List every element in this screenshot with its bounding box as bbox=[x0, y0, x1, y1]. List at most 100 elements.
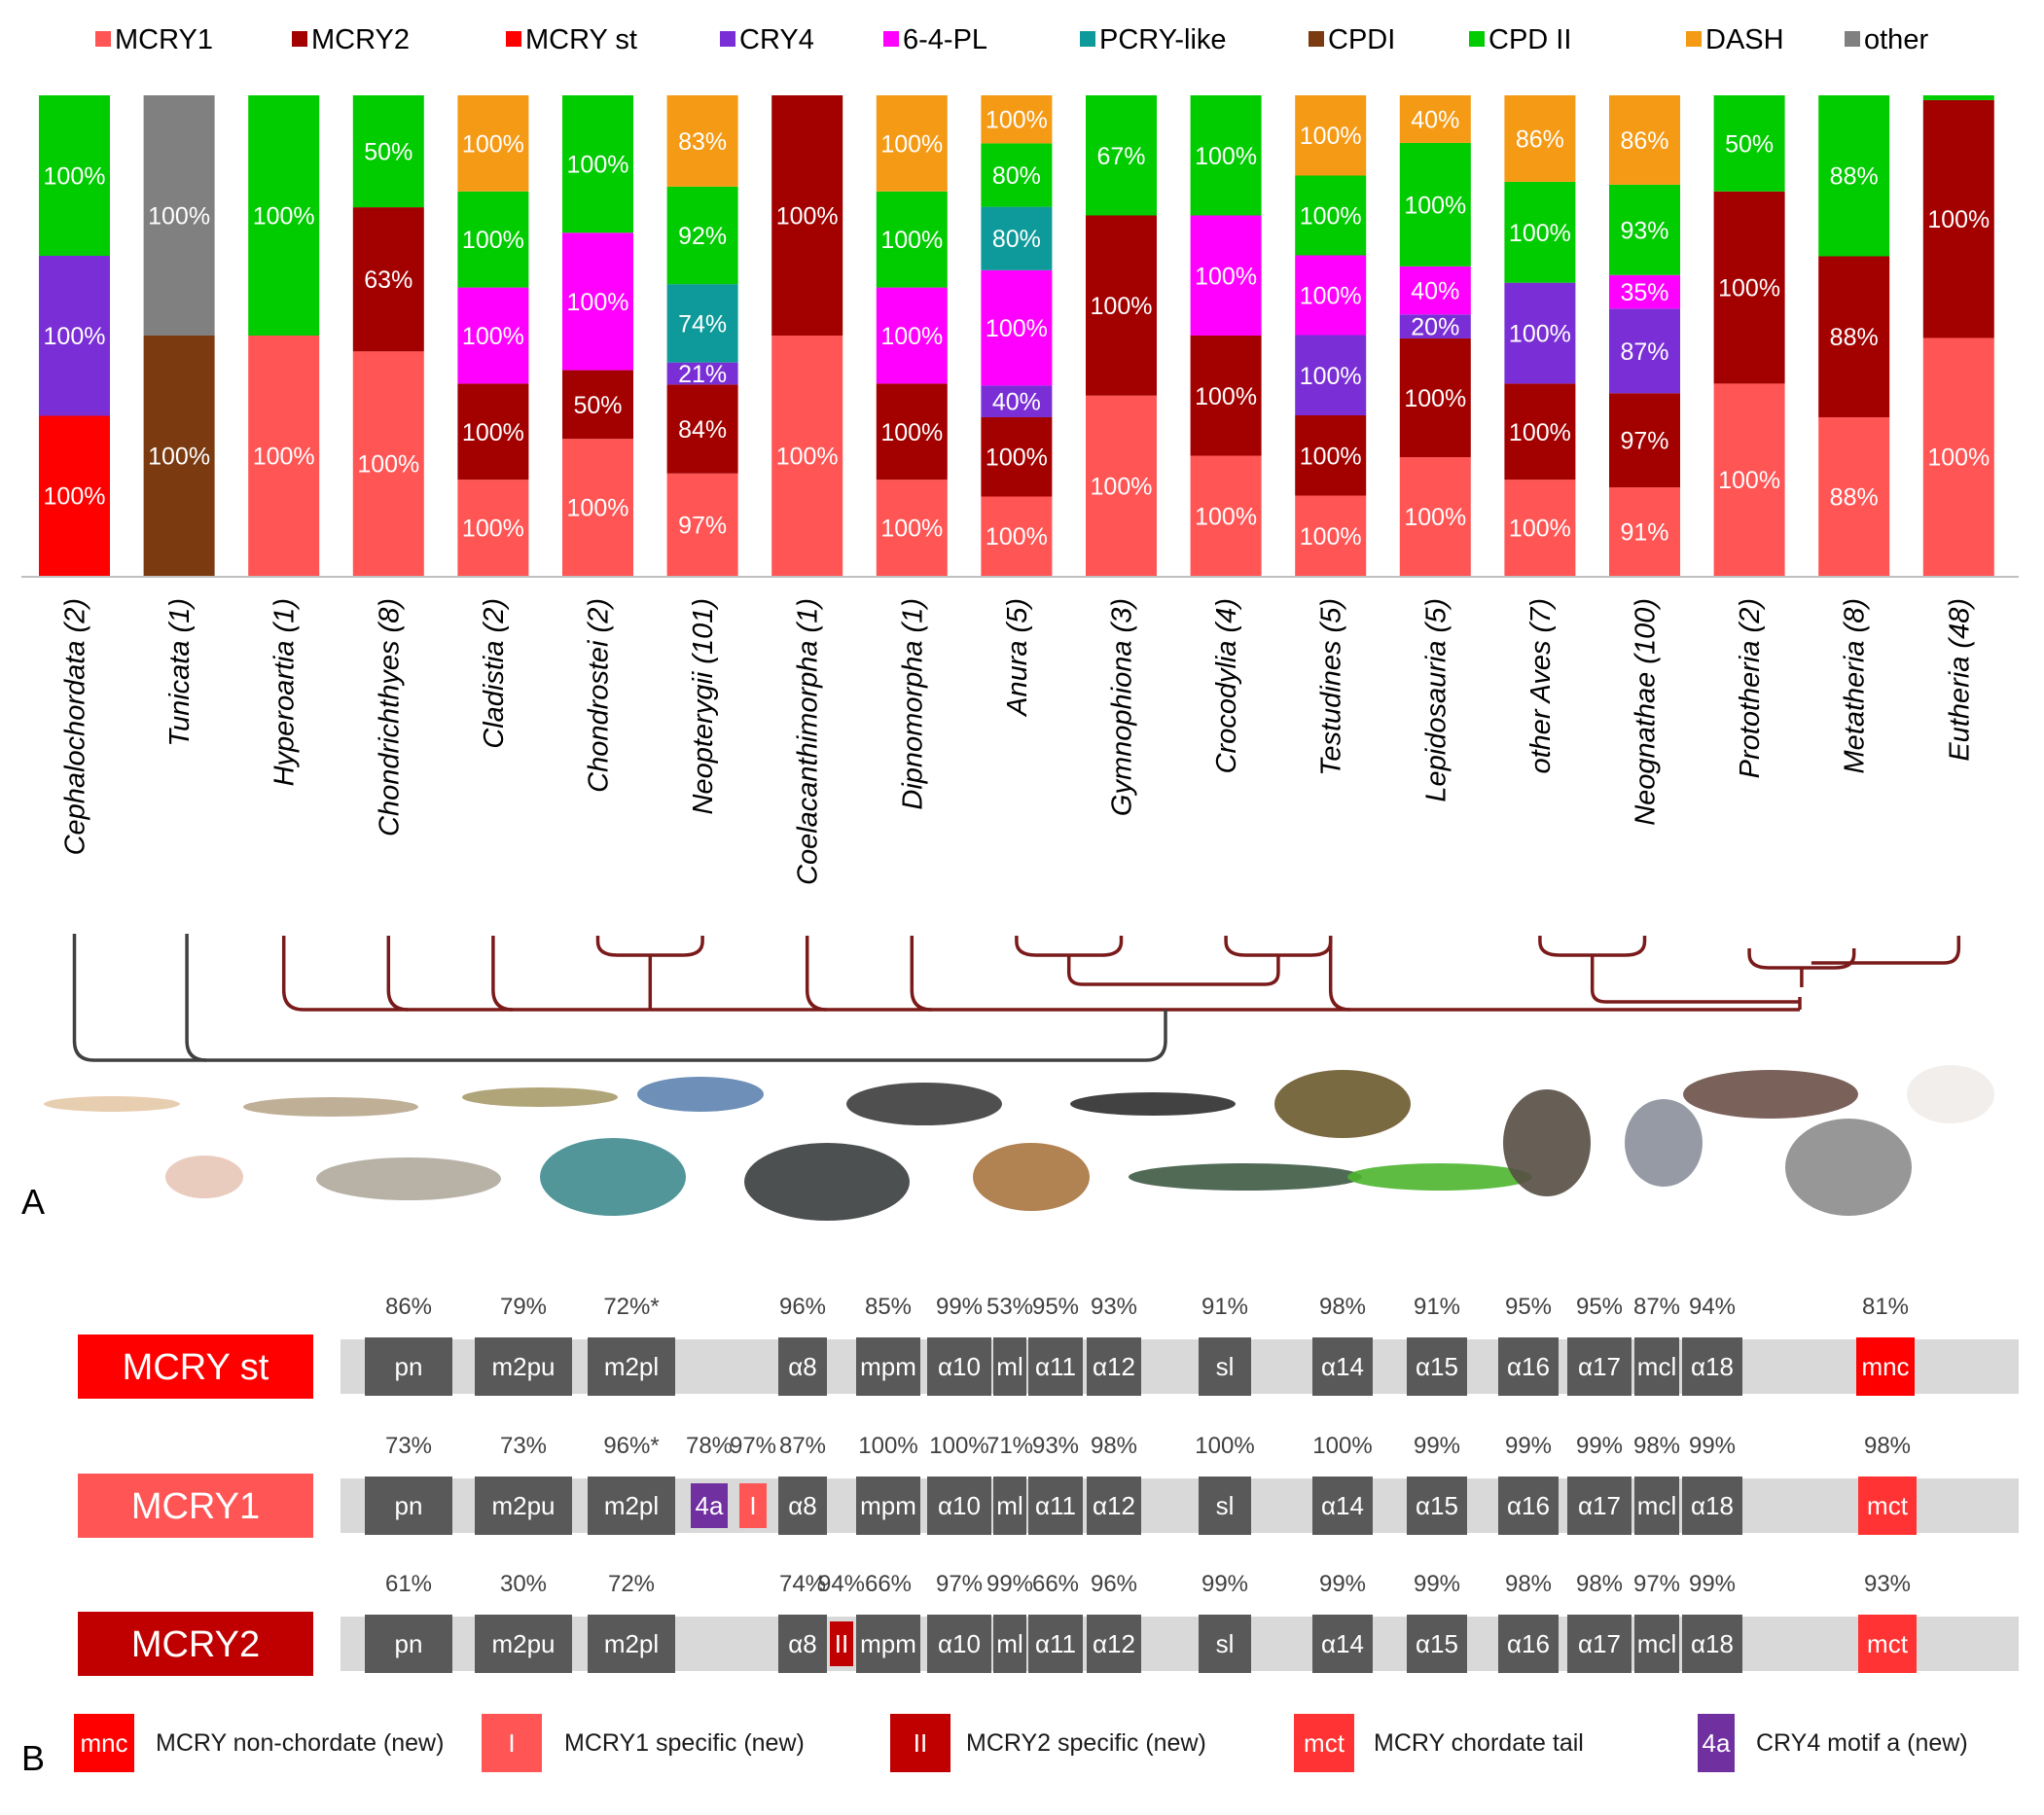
domain-percent: 98% bbox=[1864, 1433, 1911, 1459]
lancelet-icon bbox=[44, 1096, 180, 1112]
bar-segment bbox=[771, 95, 843, 336]
bar-segment bbox=[1295, 95, 1367, 176]
data-label: 93% bbox=[1620, 217, 1668, 244]
domain-box bbox=[993, 1337, 1026, 1396]
domain-percent: 86% bbox=[385, 1294, 432, 1320]
data-label: 83% bbox=[678, 128, 727, 156]
legend-label: CPDI bbox=[1328, 24, 1395, 55]
domain-percent: 98% bbox=[1576, 1571, 1623, 1597]
legend-swatch bbox=[292, 31, 307, 47]
domain-label: α15 bbox=[1416, 1629, 1458, 1658]
domain-label: α12 bbox=[1093, 1491, 1135, 1520]
legend-swatch bbox=[1469, 31, 1485, 47]
bar-segment bbox=[457, 383, 529, 480]
domain-percent: 53% bbox=[986, 1294, 1033, 1320]
category-label: Metatheria (8) bbox=[1840, 598, 1871, 774]
domain-box bbox=[1199, 1477, 1251, 1535]
legend-swatch bbox=[1845, 31, 1860, 47]
data-label: 100% bbox=[1195, 143, 1257, 170]
domain-box bbox=[1407, 1615, 1467, 1673]
bar-segment bbox=[562, 95, 633, 233]
domain-percent: 72% bbox=[608, 1571, 655, 1597]
domain-percent: 61% bbox=[385, 1571, 432, 1597]
domain-box bbox=[1087, 1477, 1141, 1535]
data-label: 97% bbox=[678, 512, 727, 539]
domain-label: mpm bbox=[860, 1491, 916, 1520]
data-label: 100% bbox=[253, 444, 315, 471]
legend-box-label: I bbox=[508, 1728, 515, 1758]
bar-segment bbox=[1609, 308, 1680, 394]
domain-box bbox=[1858, 1615, 1917, 1673]
legend-label: other bbox=[1864, 24, 1928, 55]
data-label: 100% bbox=[880, 419, 943, 446]
domain-percent: 93% bbox=[1091, 1294, 1137, 1320]
bar-segment bbox=[143, 336, 215, 576]
domain-box bbox=[1567, 1337, 1632, 1396]
bar-segment bbox=[1609, 274, 1680, 309]
domain-label: α8 bbox=[788, 1491, 817, 1520]
domain-percent: 99% bbox=[1414, 1571, 1460, 1597]
bar-3: 100% 63% 50% bbox=[352, 95, 424, 576]
domain-label: α8 bbox=[788, 1629, 817, 1658]
data-label: 86% bbox=[1620, 127, 1668, 155]
bar-segment bbox=[562, 370, 633, 440]
domain-percent: 98% bbox=[1319, 1294, 1366, 1320]
legend-label: MCRY st bbox=[525, 24, 637, 55]
bar-segment bbox=[876, 191, 948, 288]
bar-segment bbox=[666, 95, 738, 187]
data-label: 100% bbox=[462, 323, 524, 350]
legend-swatch bbox=[720, 31, 735, 47]
domain-label: ml bbox=[996, 1629, 1022, 1658]
domain-box bbox=[1028, 1337, 1083, 1396]
bar-segment bbox=[39, 95, 110, 256]
domain-percent: 74% bbox=[779, 1571, 826, 1597]
legend-swatch bbox=[1080, 31, 1095, 47]
protein-name-box bbox=[78, 1335, 313, 1399]
bass-icon bbox=[540, 1138, 686, 1216]
domain-percent: 99% bbox=[986, 1571, 1033, 1597]
domain-label: α12 bbox=[1093, 1629, 1135, 1658]
data-label: 100% bbox=[567, 152, 629, 179]
domain-box bbox=[1682, 1337, 1742, 1396]
bar-segment bbox=[666, 362, 738, 385]
legend-top: MCRY1 MCRY2 MCRY st CRY4 6-4-PL PCRY-like CPDI… bbox=[95, 24, 1928, 55]
data-label: 100% bbox=[462, 516, 524, 543]
bar-segment bbox=[1504, 383, 1576, 480]
legend-text: MCRY2 specific (new) bbox=[966, 1729, 1206, 1757]
tree-cherry-amphibia bbox=[1015, 936, 1124, 957]
bar-segment bbox=[666, 284, 738, 363]
domain-box bbox=[993, 1615, 1026, 1673]
domain-box bbox=[588, 1477, 675, 1535]
legend-box bbox=[74, 1714, 134, 1772]
bar-segment bbox=[352, 95, 424, 208]
tree-branch-tunicata bbox=[185, 934, 207, 1062]
domain-box bbox=[993, 1477, 1026, 1535]
domain-label: mcl bbox=[1637, 1629, 1676, 1658]
data-label: 100% bbox=[986, 445, 1048, 472]
data-label: 100% bbox=[1195, 503, 1257, 530]
domain-percent: 95% bbox=[1505, 1294, 1552, 1320]
domain-percent: 71% bbox=[986, 1433, 1033, 1459]
tree-branch bbox=[910, 936, 932, 1012]
bar-segment bbox=[457, 95, 529, 192]
legend-swatch bbox=[95, 31, 111, 47]
data-label: 63% bbox=[364, 267, 412, 294]
bar-segment bbox=[1504, 480, 1576, 576]
x-axis-labels: Cephalochordata (2) Tunicata (1) Hyperoart… bbox=[60, 598, 1976, 885]
lizard-icon bbox=[1347, 1163, 1532, 1191]
bar-11: 100% 100% 100% 100% bbox=[1190, 95, 1262, 576]
category-label: Gymnophiona (3) bbox=[1107, 598, 1138, 816]
data-label: 40% bbox=[992, 389, 1041, 416]
domain-box bbox=[1634, 1337, 1679, 1396]
domain-label: ml bbox=[996, 1491, 1022, 1520]
domain-label: m2pl bbox=[604, 1491, 659, 1520]
category-label: Chondrostei (2) bbox=[584, 598, 615, 793]
data-label: 80% bbox=[992, 226, 1041, 253]
domain-label: α10 bbox=[938, 1352, 981, 1381]
protein-name-box bbox=[78, 1474, 313, 1538]
data-label: 100% bbox=[462, 130, 524, 158]
domain-percent: 87% bbox=[779, 1433, 826, 1459]
domain-box bbox=[475, 1337, 572, 1396]
domain-box bbox=[588, 1615, 675, 1673]
